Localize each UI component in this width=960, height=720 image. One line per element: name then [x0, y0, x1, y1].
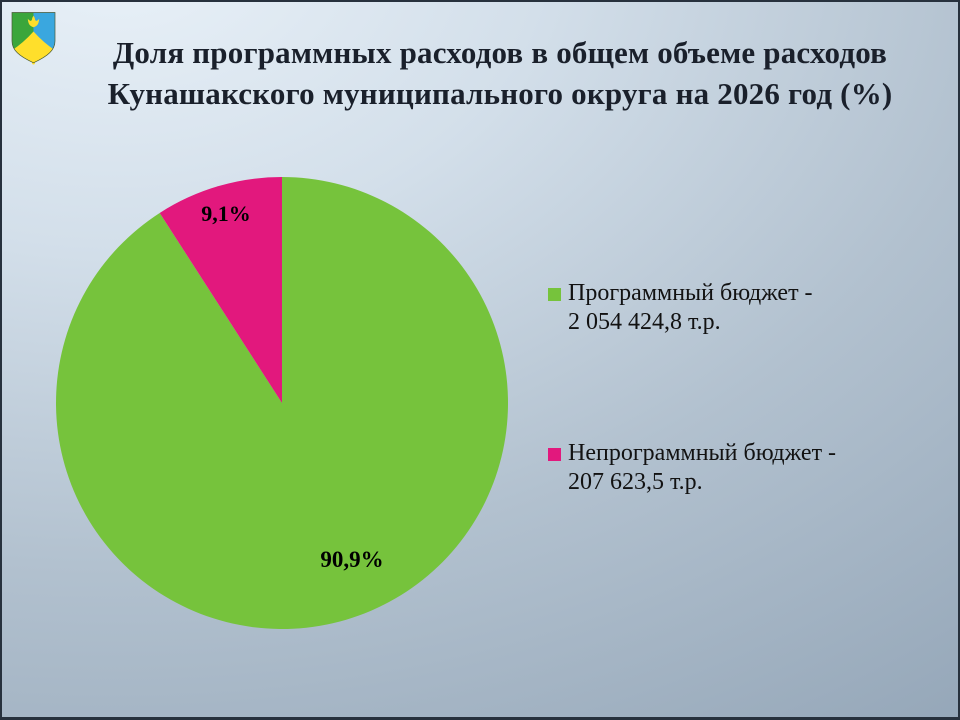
legend-item-program: Программный бюджет - 2 054 424,8 т.р. — [548, 279, 813, 337]
slide-title-line2: Кунашакского муниципального округа на 20… — [107, 76, 893, 111]
legend-marker-nonprogram-icon — [548, 448, 561, 461]
legend-label-program-line2: 2 054 424,8 т.р. — [568, 309, 721, 335]
legend-label-nonprogram-line2: 207 623,5 т.р. — [568, 469, 703, 495]
legend-item-nonprogram: Непрограммный бюджет - 207 623,5 т.р. — [548, 439, 836, 497]
legend-label-program: Программный бюджет - 2 054 424,8 т.р. — [568, 279, 813, 337]
slide-title: Доля программных расходов в общем объеме… — [38, 32, 960, 114]
pie-slice-nonprogram-budget[interactable] — [159, 177, 282, 403]
pie-chart — [56, 177, 508, 629]
coat-of-arms-icon — [11, 12, 56, 65]
legend-label-nonprogram-line1: Непрограммный бюджет - — [568, 440, 837, 466]
pie-label-nonprogram: 9,1% — [201, 201, 251, 226]
legend-marker-program-icon — [548, 288, 561, 301]
emblem-tulip — [27, 15, 40, 28]
emblem-outline — [11, 12, 56, 64]
slide-title-line1: Доля программных расходов в общем объеме… — [112, 35, 888, 70]
pie-label-program: 90,9% — [320, 547, 384, 572]
legend-label-program-line1: Программный бюджет - — [568, 280, 813, 306]
legend-label-nonprogram: Непрограммный бюджет - 207 623,5 т.р. — [568, 439, 836, 497]
pie-slice-program-budget[interactable] — [56, 177, 508, 629]
